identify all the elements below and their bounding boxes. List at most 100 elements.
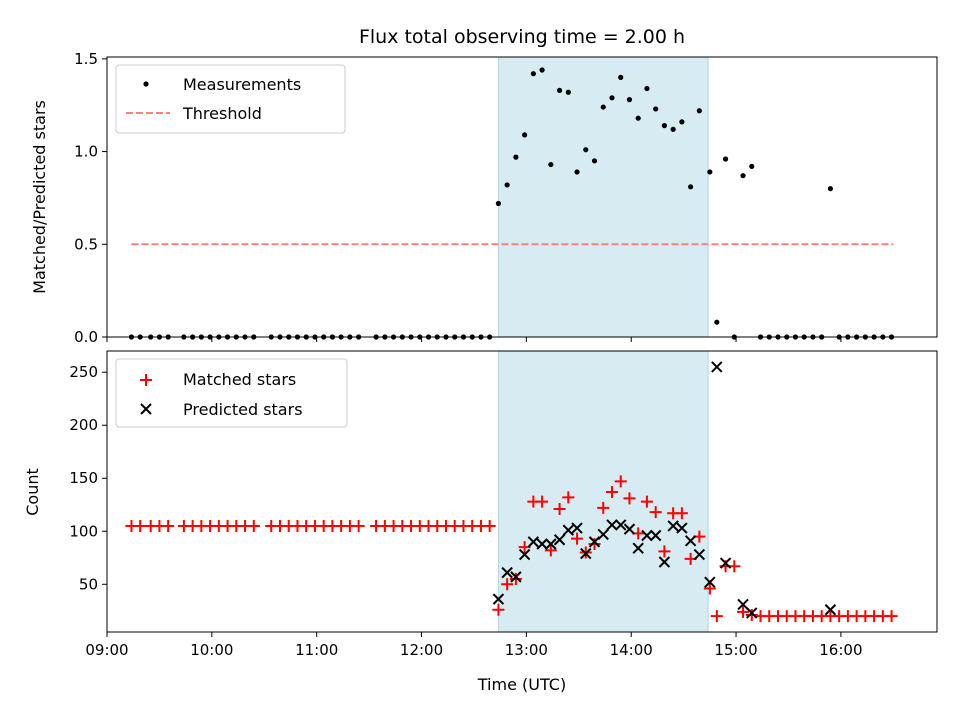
predicted-point [545,538,557,550]
top-legend-box [115,64,346,134]
xtick-label: 11:00 [295,641,338,659]
measurement-point [591,158,598,164]
matched-point [658,545,671,558]
matched-point [728,560,741,573]
matched-point [703,582,716,595]
predicted-point [737,598,749,611]
top-highlight-span [497,56,709,338]
x-axis-label: Time (UTC) [477,675,566,694]
measurement-point [707,169,713,175]
bottom-y-axis-label: Count [23,468,42,516]
bottom-ytick-label: 200 [69,416,98,434]
bottom-ytick-label: 100 [69,522,98,540]
matched-point [588,537,601,550]
matched-point [518,541,531,554]
measurement-point [504,182,510,188]
matched-point [553,502,566,515]
bottom-ytick-label: 250 [69,363,98,381]
predicted-point [676,522,688,534]
measurement-point [670,126,676,132]
matched-point [885,610,898,623]
legend-measurements-marker [143,81,149,87]
measurement-point [618,74,624,80]
top-panel: 0.0 0.5 1.0 1.5 Matched/Predicted stars Mea… [30,50,938,346]
predicted-point [553,534,566,546]
predicted-point [606,519,618,531]
xtick-label: 15:00 [714,641,757,659]
measurement-point [740,173,746,179]
top-ytick-label: 0.5 [74,235,98,253]
matched-point [134,519,147,532]
measurement-point [513,154,519,160]
xtick-label: 12:00 [400,641,443,659]
legend-measurements-label: Measurements [183,75,301,94]
matched-point [492,603,505,616]
measurement-point [722,156,729,162]
predicted-point [632,542,644,554]
xtick-label: 14:00 [610,641,653,659]
bottom-ytick-label: 150 [69,469,98,487]
predicted-point [704,576,716,588]
matched-point [640,495,653,508]
legend-matched-label: Matched stars [183,370,296,389]
measurement-point [653,106,659,112]
predicted-point [824,604,837,616]
measurement-point [827,186,834,192]
top-ytick-label: 1.0 [74,143,98,161]
bottom-panel: 50 100 150 200 250 09:00 10:00 11:00 12:00 13:00… [23,350,938,694]
legend-predicted-marker [140,403,152,415]
measurement-point [714,319,720,325]
predicted-point [719,557,732,569]
matched-point [162,519,175,532]
xtick-label: 13:00 [505,641,548,659]
predicted-point [571,522,583,534]
measurement-point [583,147,589,153]
matched-point [745,609,758,622]
predicted-point [615,519,627,531]
matched-point [597,501,610,514]
xtick-label: 10:00 [190,641,233,659]
measurement-point [644,85,650,92]
measurement-point [539,67,545,73]
measurement-point [548,161,554,168]
predicted-point [580,547,592,560]
top-ytick-label: 0.0 [74,328,98,346]
matched-point [710,610,723,623]
measurement-point [495,200,502,207]
predicted-point [641,529,653,542]
matched-point [352,519,365,532]
measurement-point [530,71,536,77]
matched-point [571,532,584,545]
predicted-point [667,520,679,532]
predicted-point [658,556,671,568]
bottom-plot-frame [106,350,938,633]
legend-matched-marker [140,374,152,386]
top-plot-frame [106,56,938,338]
predicted-point [684,535,697,547]
measurement-point [749,163,755,170]
matched-point [605,486,618,499]
xtick-label: 09:00 [85,641,128,659]
bottom-ytick-label: 50 [79,575,98,593]
bottom-highlight-span [497,350,709,633]
measurement-point [609,95,615,101]
measurement-point [661,123,668,129]
predicted-point [746,607,758,619]
predicted-point [527,536,540,548]
predicted-point [510,571,522,583]
legend-predicted-label: Predicted stars [183,400,303,419]
matched-point [501,578,514,591]
measurement-point [635,115,641,121]
bottom-legend: Matched stars Predicted stars [115,358,348,428]
predicted-point [492,593,505,605]
measurement-point [626,97,633,103]
measurement-point [565,89,571,95]
predicted-point [518,548,531,561]
measurement-point [600,104,606,110]
matched-point [483,519,496,532]
predicted-point [501,566,513,579]
bottom-legend-box [115,358,348,428]
chart-title: Flux total observing time = 2.00 h [359,26,685,48]
predicted-point [597,528,609,541]
